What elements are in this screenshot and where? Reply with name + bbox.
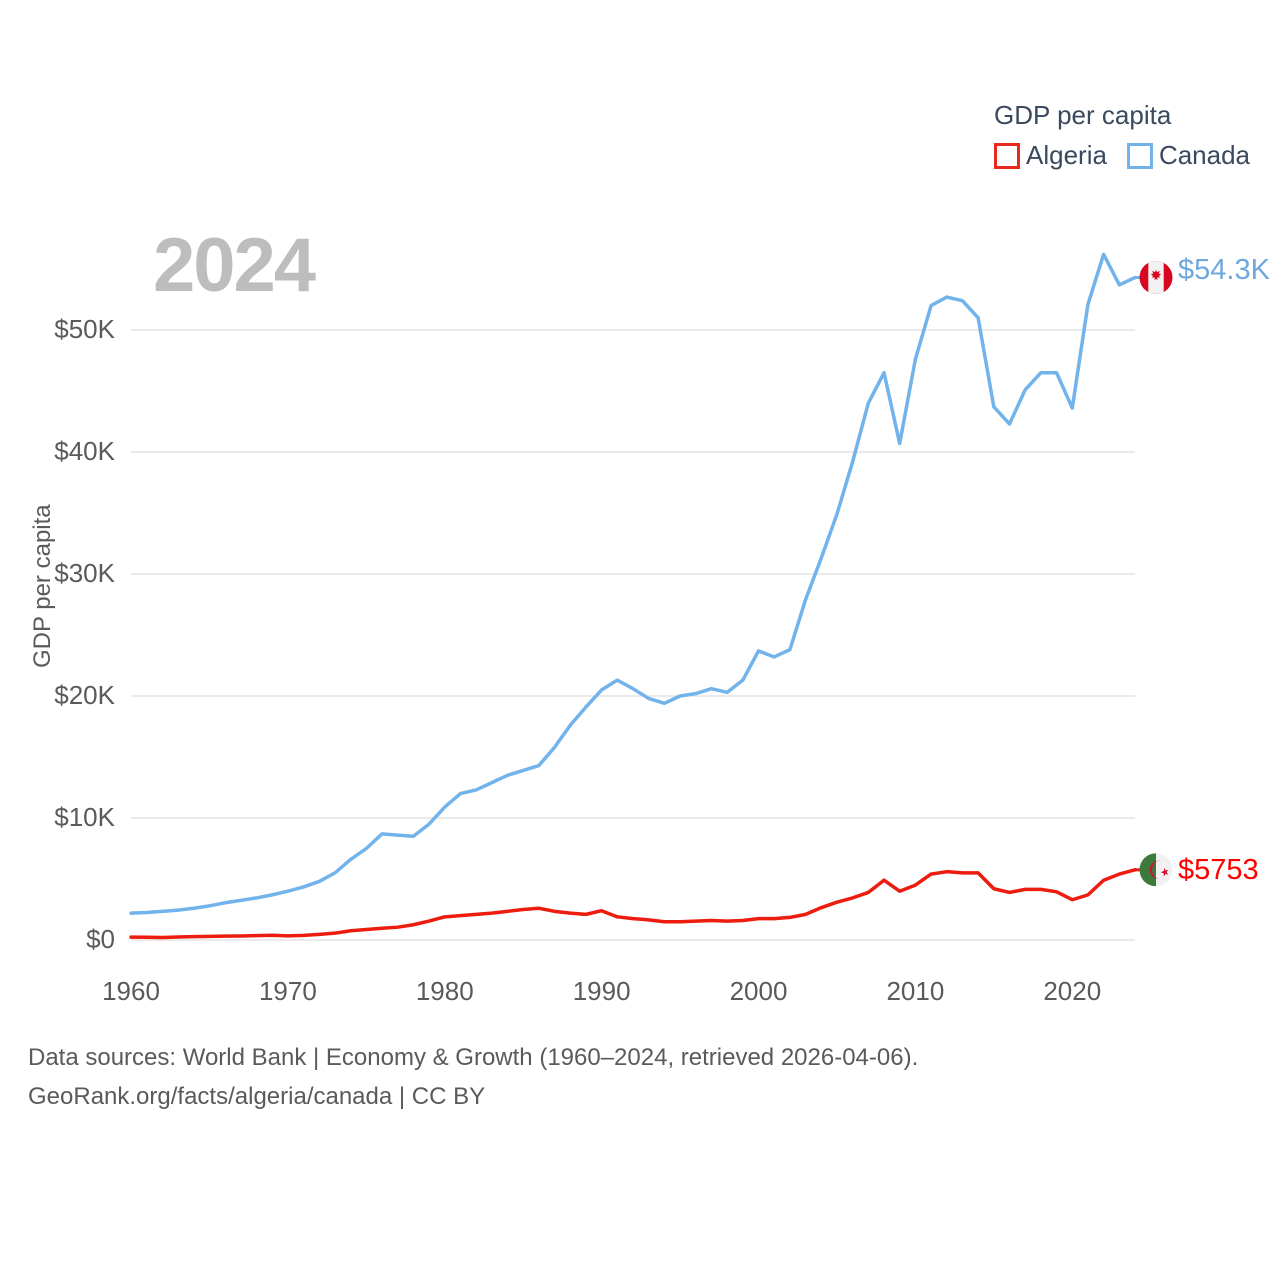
svg-text:1960: 1960: [102, 976, 160, 1006]
svg-text:2010: 2010: [886, 976, 944, 1006]
svg-text:$10K: $10K: [54, 802, 115, 832]
svg-text:$40K: $40K: [54, 436, 115, 466]
svg-text:1970: 1970: [259, 976, 317, 1006]
svg-text:2020: 2020: [1043, 976, 1101, 1006]
svg-text:1990: 1990: [573, 976, 631, 1006]
svg-text:$0: $0: [86, 924, 115, 954]
svg-text:$30K: $30K: [54, 558, 115, 588]
svg-text:$54.3K: $54.3K: [1178, 254, 1271, 286]
svg-text:1980: 1980: [416, 976, 474, 1006]
svg-text:2000: 2000: [730, 976, 788, 1006]
svg-text:$5753: $5753: [1178, 854, 1259, 886]
svg-text:$50K: $50K: [54, 314, 115, 344]
svg-text:$20K: $20K: [54, 680, 115, 710]
